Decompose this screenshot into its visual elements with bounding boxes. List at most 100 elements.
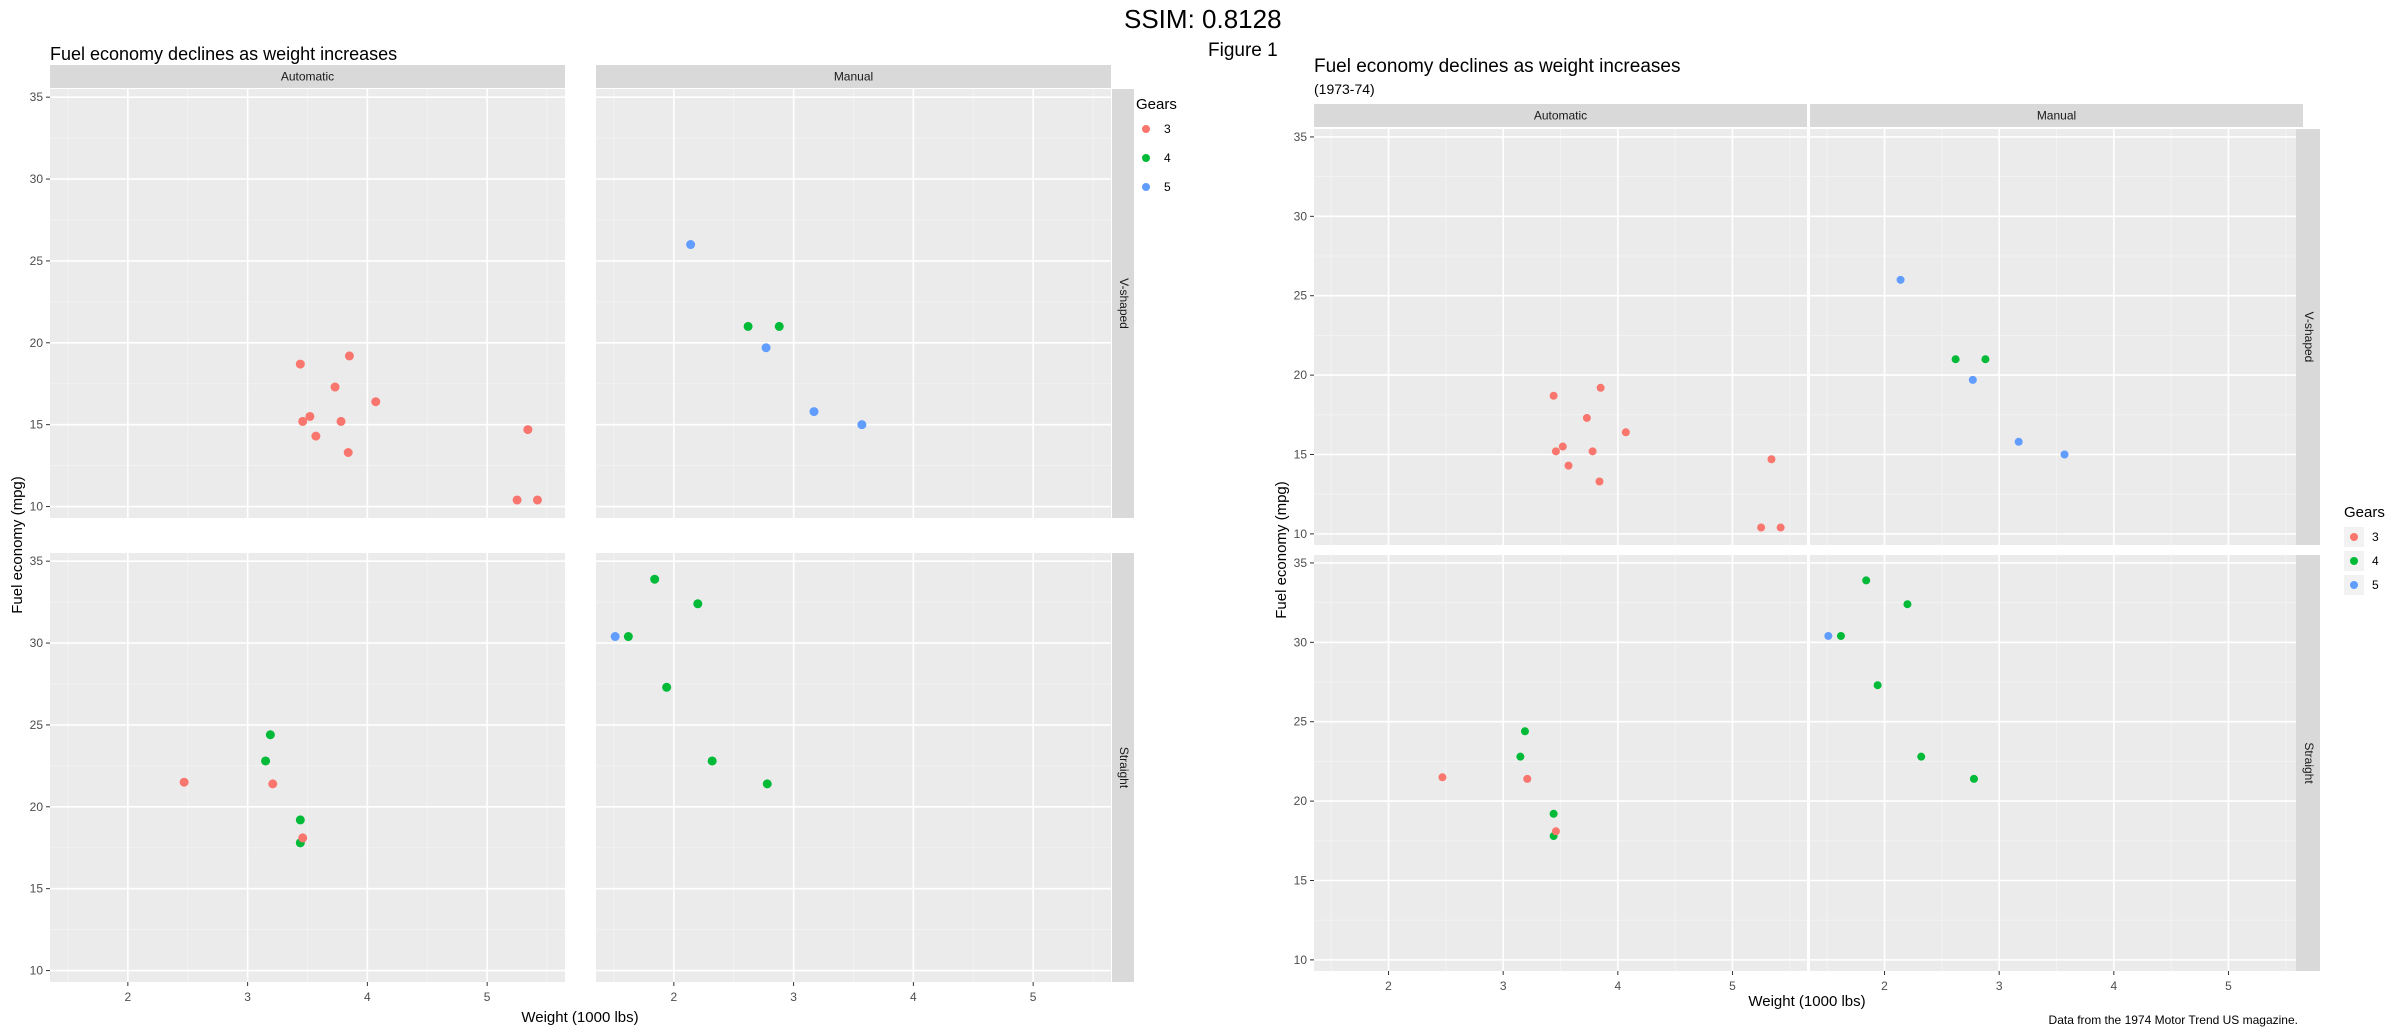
left-faceted-scatter-chart: Fuel economy declines as weight increase… [9, 44, 1177, 1026]
facet-strip-label: Automatic [1534, 109, 1587, 123]
y-tick-label: 35 [30, 90, 44, 104]
data-point-gear-4 [743, 321, 753, 331]
data-point-gear-3 [268, 779, 278, 789]
data-point-gear-4 [623, 632, 633, 642]
data-point-gear-3 [330, 382, 340, 392]
data-point-gear-5 [1896, 275, 1905, 284]
x-tick-label: 4 [364, 990, 371, 1004]
facet-strip-label: V-shaped [2302, 312, 2316, 363]
y-tick-label: 20 [30, 336, 44, 350]
x-tick-label: 5 [484, 990, 491, 1004]
facet-strip-label: Straight [1117, 747, 1131, 789]
data-point-gear-4 [1951, 355, 1960, 364]
data-point-gear-3 [1595, 477, 1604, 486]
x-tick-label: 3 [790, 990, 797, 1004]
y-tick-label: 10 [30, 964, 44, 978]
data-point-gear-4 [707, 756, 717, 766]
legend-label: 3 [2372, 530, 2379, 544]
ssim-score: SSIM: 0.8128 [1124, 4, 1282, 34]
data-point-gear-3 [1551, 447, 1560, 456]
x-tick-label: 4 [2110, 979, 2117, 993]
y-tick-label: 15 [30, 882, 44, 896]
data-point-gear-5 [610, 632, 620, 642]
legend-title: Gears [2344, 504, 2385, 521]
x-tick-label: 5 [1030, 990, 1037, 1004]
legend-key-gear-5 [2350, 581, 2358, 589]
legend-label: 4 [1164, 151, 1171, 165]
data-point-gear-3 [532, 495, 542, 505]
data-point-gear-4 [1862, 576, 1871, 585]
legend-label: 5 [1164, 180, 1171, 194]
x-tick-label: 3 [1996, 979, 2003, 993]
data-point-gear-3 [336, 416, 346, 426]
y-tick-label: 25 [30, 254, 44, 268]
x-tick-label: 2 [1385, 979, 1392, 993]
data-point-gear-3 [298, 416, 308, 426]
data-point-gear-3 [1551, 827, 1560, 836]
facet-strip-label: Straight [2302, 742, 2316, 784]
y-tick-label: 25 [1294, 289, 1308, 303]
data-point-gear-4 [1981, 355, 1990, 364]
data-point-gear-4 [1549, 809, 1558, 818]
y-tick-label: 15 [1294, 873, 1308, 887]
y-tick-label: 20 [30, 800, 44, 814]
right-faceted-scatter-chart: Fuel economy declines as weight increase… [1273, 56, 2385, 1027]
x-tick-label: 4 [910, 990, 917, 1004]
data-point-gear-5 [857, 420, 867, 430]
y-tick-label: 30 [30, 636, 44, 650]
data-point-gear-4 [1903, 600, 1912, 609]
data-point-gear-4 [1516, 752, 1525, 761]
facet-strip-straight [1112, 553, 1134, 982]
data-point-gear-3 [1776, 523, 1785, 532]
data-point-gear-4 [1873, 681, 1882, 690]
data-point-gear-4 [261, 756, 271, 766]
data-point-gear-4 [1836, 631, 1845, 640]
y-tick-label: 10 [1294, 953, 1308, 967]
x-tick-label: 2 [125, 990, 132, 1004]
y-tick-label: 30 [30, 172, 44, 186]
data-point-gear-4 [693, 599, 703, 609]
facet-strip-v-shaped [1112, 89, 1134, 518]
figure-label: Figure 1 [1208, 40, 1278, 61]
chart-title: Fuel economy declines as weight increase… [50, 44, 397, 64]
x-tick-label: 4 [1614, 979, 1621, 993]
facet-strip-manual [1810, 104, 2303, 127]
data-point-gear-3 [1596, 383, 1605, 392]
chart-caption: Data from the 1974 Motor Trend US magazi… [2049, 1013, 2298, 1027]
legend-key-gear-4 [2350, 557, 2358, 565]
facet-strip-straight [2296, 555, 2320, 971]
y-tick-label: 35 [1294, 130, 1308, 144]
chart-title: Fuel economy declines as weight increase… [1314, 56, 1680, 77]
legend-key-gear-4 [1142, 154, 1150, 162]
data-point-gear-3 [305, 411, 315, 421]
x-tick-label: 2 [671, 990, 678, 1004]
data-point-gear-3 [298, 833, 308, 843]
facet-strip-automatic [50, 65, 565, 88]
x-tick-label: 5 [1729, 979, 1736, 993]
data-point-gear-5 [761, 343, 771, 353]
legend-key-gear-3 [1142, 125, 1150, 133]
y-tick-label: 10 [1294, 527, 1308, 541]
chart-subtitle: (1973-74) [1314, 81, 1375, 97]
data-point-gear-3 [1438, 773, 1447, 782]
legend-key-gear-5 [1142, 183, 1150, 191]
data-point-gear-3 [295, 359, 305, 369]
y-tick-label: 20 [1294, 368, 1308, 382]
data-point-gear-5 [809, 407, 819, 417]
data-point-gear-4 [1969, 774, 1978, 783]
x-tick-label: 2 [1881, 979, 1888, 993]
data-point-gear-4 [774, 321, 784, 331]
y-tick-label: 35 [30, 554, 44, 568]
data-point-gear-3 [343, 448, 353, 458]
data-point-gear-4 [662, 682, 672, 692]
y-axis-title: Fuel economy (mpg) [1273, 481, 1290, 619]
data-point-gear-3 [311, 431, 321, 441]
x-tick-label: 5 [2225, 979, 2232, 993]
x-tick-label: 3 [244, 990, 251, 1004]
y-tick-label: 25 [1294, 715, 1308, 729]
y-axis-title: Fuel economy (mpg) [9, 476, 26, 614]
x-axis-title: Weight (1000 lbs) [1748, 993, 1865, 1010]
x-tick-label: 3 [1500, 979, 1507, 993]
y-tick-label: 15 [1294, 447, 1308, 461]
